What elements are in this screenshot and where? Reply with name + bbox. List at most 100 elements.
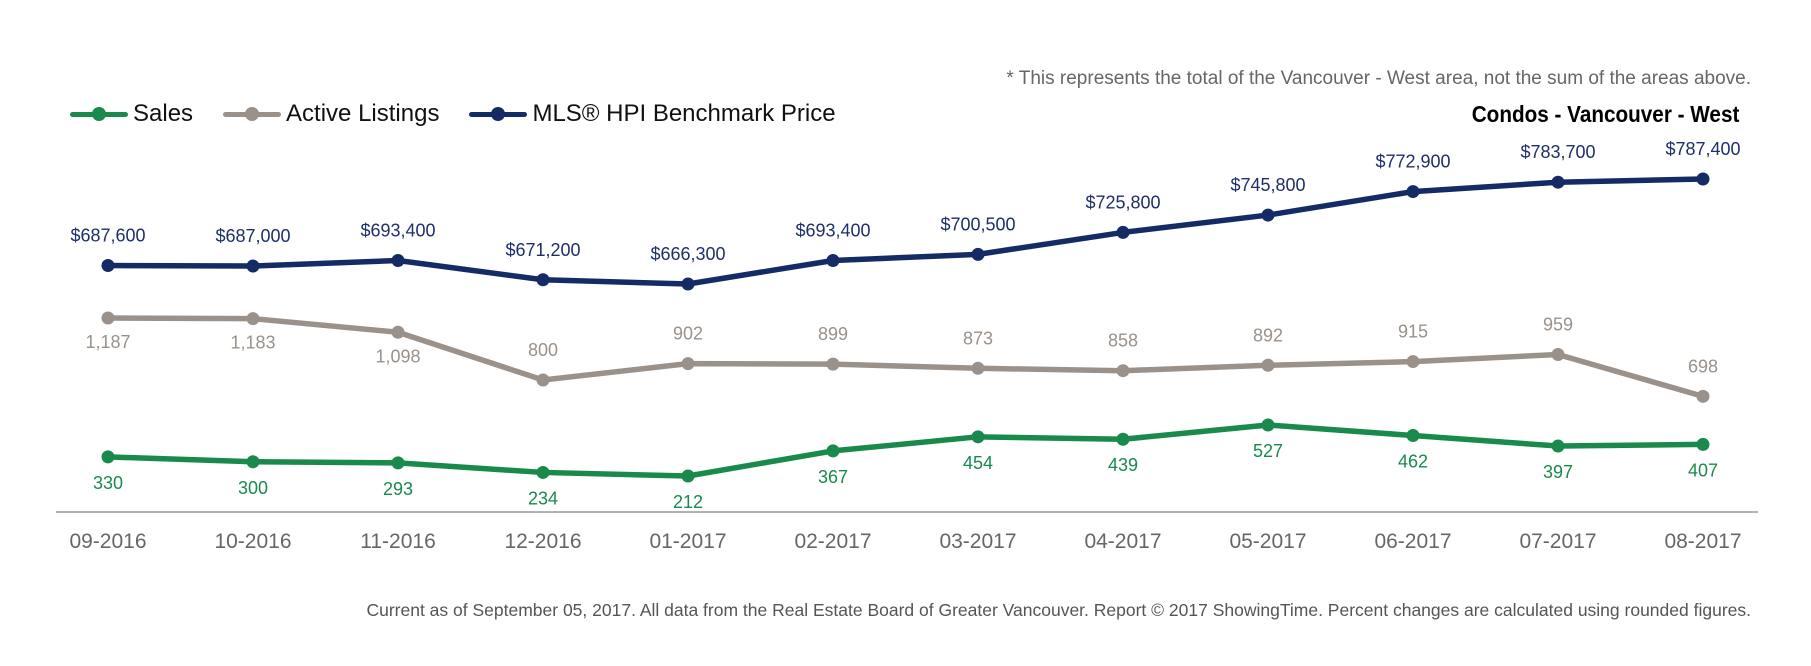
legend-item: Sales bbox=[70, 100, 193, 128]
data-label-hpi-price: $725,800 bbox=[1085, 192, 1160, 212]
data-point-sales bbox=[536, 465, 550, 479]
data-label-sales: 300 bbox=[238, 478, 268, 498]
data-point-active-listings bbox=[1261, 358, 1275, 372]
data-point-active-listings bbox=[1116, 364, 1130, 378]
legend-swatch bbox=[469, 107, 528, 121]
x-tick-label: 03-2017 bbox=[939, 530, 1016, 553]
data-label-sales: 212 bbox=[673, 492, 703, 512]
data-point-sales bbox=[246, 455, 260, 469]
data-point-hpi-price bbox=[1551, 175, 1565, 189]
data-label-hpi-price: $687,000 bbox=[215, 226, 290, 246]
data-point-hpi-price bbox=[536, 273, 550, 287]
data-label-hpi-price: $693,400 bbox=[795, 221, 870, 241]
series-line-hpi-price bbox=[105, 176, 1706, 287]
data-label-sales: 367 bbox=[818, 467, 848, 487]
data-label-active-listings: 873 bbox=[963, 328, 993, 348]
data-point-active-listings bbox=[826, 357, 840, 371]
data-label-sales: 293 bbox=[383, 479, 413, 499]
data-point-active-listings bbox=[681, 357, 695, 371]
data-label-sales: 330 bbox=[93, 473, 123, 493]
x-tick-label: 09-2016 bbox=[69, 530, 146, 553]
data-label-hpi-price: $783,700 bbox=[1520, 142, 1595, 162]
data-label-active-listings: 892 bbox=[1253, 325, 1283, 345]
x-tick-label: 07-2017 bbox=[1519, 530, 1596, 553]
legend-item: MLS® HPI Benchmark Price bbox=[469, 100, 836, 128]
data-label-hpi-price: $693,400 bbox=[360, 221, 435, 241]
chart-legend: Sales Active Listings MLS® HPI Benchmark P… bbox=[70, 100, 866, 128]
data-point-hpi-price bbox=[681, 277, 695, 291]
legend-label: Active Listings bbox=[286, 100, 440, 127]
data-label-hpi-price: $700,500 bbox=[940, 214, 1015, 234]
legend-swatch bbox=[70, 107, 128, 121]
legend-swatch bbox=[223, 107, 282, 121]
chart-note: * This represents the total of the Vanco… bbox=[1006, 68, 1751, 89]
data-point-sales bbox=[826, 444, 840, 458]
data-label-active-listings: 899 bbox=[818, 324, 848, 344]
data-label-hpi-price: $687,600 bbox=[70, 226, 145, 246]
data-point-hpi-price bbox=[826, 254, 840, 268]
data-label-active-listings: 1,098 bbox=[375, 346, 420, 366]
data-label-active-listings: 1,183 bbox=[230, 333, 275, 353]
data-label-sales: 462 bbox=[1398, 452, 1428, 472]
data-label-active-listings: 858 bbox=[1108, 331, 1138, 351]
data-point-sales bbox=[681, 469, 695, 483]
data-point-active-listings bbox=[1406, 355, 1420, 369]
data-point-sales bbox=[1116, 432, 1130, 446]
data-point-hpi-price bbox=[391, 254, 405, 268]
data-point-sales bbox=[1406, 429, 1420, 443]
x-tick-label: 05-2017 bbox=[1229, 530, 1306, 553]
legend-label: MLS® HPI Benchmark Price bbox=[532, 100, 836, 127]
data-point-sales bbox=[971, 430, 985, 444]
data-point-sales bbox=[1551, 439, 1565, 453]
data-point-sales bbox=[1696, 437, 1710, 451]
data-label-active-listings: 1,187 bbox=[85, 332, 130, 352]
data-label-hpi-price: $745,800 bbox=[1230, 175, 1305, 195]
x-tick-label: 11-2016 bbox=[360, 530, 436, 553]
series-line-sales bbox=[105, 422, 1706, 479]
data-point-hpi-price bbox=[1696, 172, 1710, 186]
data-point-active-listings bbox=[971, 361, 985, 375]
x-tick-label: 02-2017 bbox=[794, 530, 871, 553]
series-line-active-listings bbox=[105, 315, 1706, 400]
data-point-sales bbox=[1261, 418, 1275, 432]
legend-item: Active Listings bbox=[223, 100, 439, 128]
data-point-hpi-price bbox=[1116, 225, 1130, 239]
x-tick-label: 10-2016 bbox=[214, 530, 291, 553]
data-label-sales: 397 bbox=[1543, 462, 1573, 482]
data-label-hpi-price: $787,400 bbox=[1665, 139, 1740, 159]
data-point-active-listings bbox=[536, 373, 550, 387]
data-label-sales: 407 bbox=[1688, 460, 1718, 480]
data-label-active-listings: 698 bbox=[1688, 356, 1718, 376]
data-label-active-listings: 915 bbox=[1398, 322, 1428, 342]
data-point-active-listings bbox=[1551, 348, 1565, 362]
x-tick-label: 12-2016 bbox=[504, 530, 581, 553]
data-point-hpi-price bbox=[1406, 185, 1420, 199]
x-tick-label: 01-2017 bbox=[649, 530, 726, 553]
data-point-hpi-price bbox=[1261, 208, 1275, 222]
data-label-sales: 439 bbox=[1108, 455, 1138, 475]
data-label-hpi-price: $671,200 bbox=[505, 240, 580, 260]
data-point-hpi-price bbox=[246, 259, 260, 273]
data-point-hpi-price bbox=[101, 259, 115, 273]
data-point-hpi-price bbox=[971, 247, 985, 261]
x-tick-label: 06-2017 bbox=[1374, 530, 1451, 553]
data-label-hpi-price: $666,300 bbox=[650, 244, 725, 264]
data-label-active-listings: 959 bbox=[1543, 315, 1573, 335]
chart-footer: Current as of September 05, 2017. All da… bbox=[366, 600, 1751, 620]
data-label-sales: 454 bbox=[963, 453, 993, 473]
data-label-active-listings: 800 bbox=[528, 340, 558, 360]
data-label-sales: 527 bbox=[1253, 441, 1283, 461]
data-label-hpi-price: $772,900 bbox=[1375, 152, 1450, 172]
data-point-active-listings bbox=[101, 311, 115, 325]
data-point-active-listings bbox=[391, 325, 405, 339]
data-point-sales bbox=[101, 450, 115, 464]
data-point-active-listings bbox=[246, 312, 260, 326]
x-tick-label: 08-2017 bbox=[1664, 530, 1741, 553]
data-label-sales: 234 bbox=[528, 488, 558, 508]
x-tick-label: 04-2017 bbox=[1084, 530, 1161, 553]
data-label-active-listings: 902 bbox=[673, 324, 703, 344]
legend-label: Sales bbox=[133, 100, 194, 127]
data-point-active-listings bbox=[1696, 389, 1710, 403]
data-point-sales bbox=[391, 456, 405, 470]
